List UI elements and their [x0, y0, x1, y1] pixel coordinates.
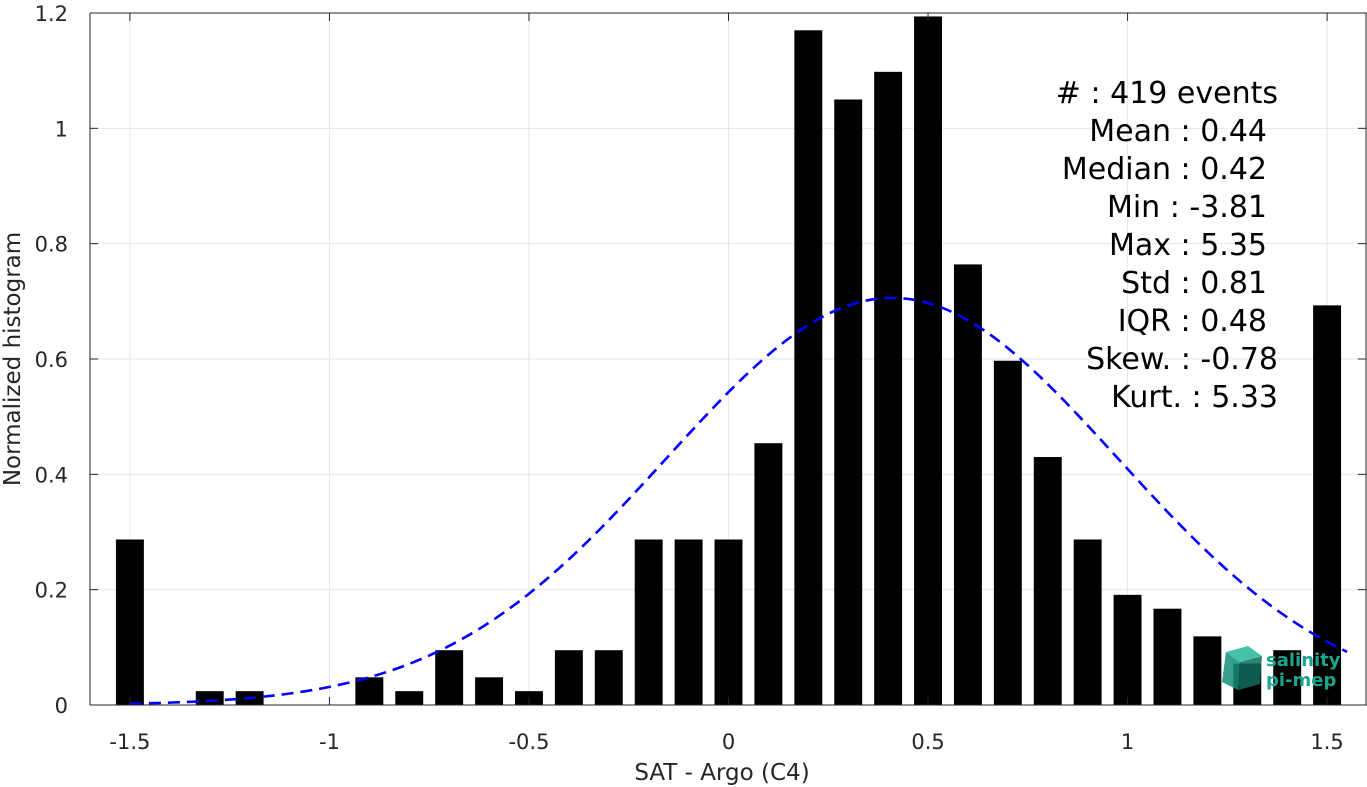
histogram-bar [634, 539, 663, 705]
x-tick-label: 1 [1121, 730, 1134, 754]
histogram-bar [1113, 594, 1142, 705]
histogram-bar [475, 677, 504, 705]
y-tick-label: 0 [55, 694, 68, 718]
stat-std: Std : 0.81 [1121, 266, 1267, 301]
histogram-bar [874, 71, 903, 705]
cube-logo-icon [1222, 646, 1262, 690]
histogram-bar [1153, 608, 1182, 705]
histogram-bar [1033, 457, 1062, 705]
x-tick-label: -1.5 [109, 730, 150, 754]
histogram-bar [594, 650, 623, 705]
gaussian-fit-curve [129, 296, 1348, 705]
y-axis-label: Normalized histogram [0, 232, 26, 486]
bars [115, 16, 1342, 706]
stat-skew: Skew. : -0.78 [1086, 342, 1278, 377]
y-tick-label: 0.2 [35, 579, 68, 603]
histogram-bar [754, 443, 783, 705]
histogram-bar [953, 264, 982, 705]
histogram-bar [674, 539, 703, 705]
x-tick-label: -0.5 [508, 730, 549, 754]
statistics-box: # : 419 events Mean : 0.44 Median : 0.42… [1056, 76, 1278, 415]
stat-kurt: Kurt. : 5.33 [1111, 380, 1278, 415]
histogram-bar [1273, 650, 1302, 705]
logo-text-line2: pi-mep [1266, 670, 1336, 691]
x-tick-label: 1.5 [1310, 730, 1343, 754]
x-tick-labels: -1.5 -1 -0.5 0 0.5 1 1.5 [109, 730, 1343, 754]
stat-max: Max : 5.35 [1109, 228, 1267, 263]
y-tick-label: 1 [55, 117, 68, 141]
stat-count: # : 419 events [1056, 76, 1278, 111]
histogram-bar [1313, 305, 1342, 705]
histogram-bar [195, 691, 224, 705]
y-tick-label: 0.8 [35, 233, 68, 257]
y-tick-label: 0.4 [35, 463, 68, 487]
y-tick-label: 0.6 [35, 348, 68, 372]
y-tick-label: 1.2 [35, 2, 68, 26]
histogram-bar [1073, 539, 1102, 705]
x-tick-label: -1 [319, 730, 340, 754]
histogram-bar [1193, 636, 1222, 705]
histogram-bar [554, 650, 583, 705]
histogram-bar [435, 650, 464, 705]
x-axis-label: SAT - Argo (C4) [634, 760, 809, 786]
y-tick-labels: 0 0.2 0.4 0.6 0.8 1 1.2 [35, 2, 68, 718]
stat-median: Median : 0.42 [1062, 152, 1267, 187]
logo-text-line1: salinity [1266, 650, 1341, 671]
stat-min: Min : -3.81 [1107, 190, 1267, 225]
histogram-bar [714, 539, 743, 705]
stat-iqr: IQR : 0.48 [1118, 304, 1267, 339]
histogram-bar [115, 539, 144, 705]
x-tick-label: 0.5 [911, 730, 944, 754]
histogram-bar [395, 691, 424, 705]
histogram-bar [355, 677, 384, 705]
x-tick-label: 0 [722, 730, 735, 754]
histogram-bar [834, 99, 863, 705]
salinity-pi-mep-logo: salinity pi-mep [1222, 646, 1341, 691]
stat-mean: Mean : 0.44 [1089, 114, 1267, 149]
histogram-bar [794, 30, 823, 706]
histogram-bar [993, 360, 1022, 705]
axes [89, 12, 1367, 706]
histogram-bar [914, 16, 942, 705]
